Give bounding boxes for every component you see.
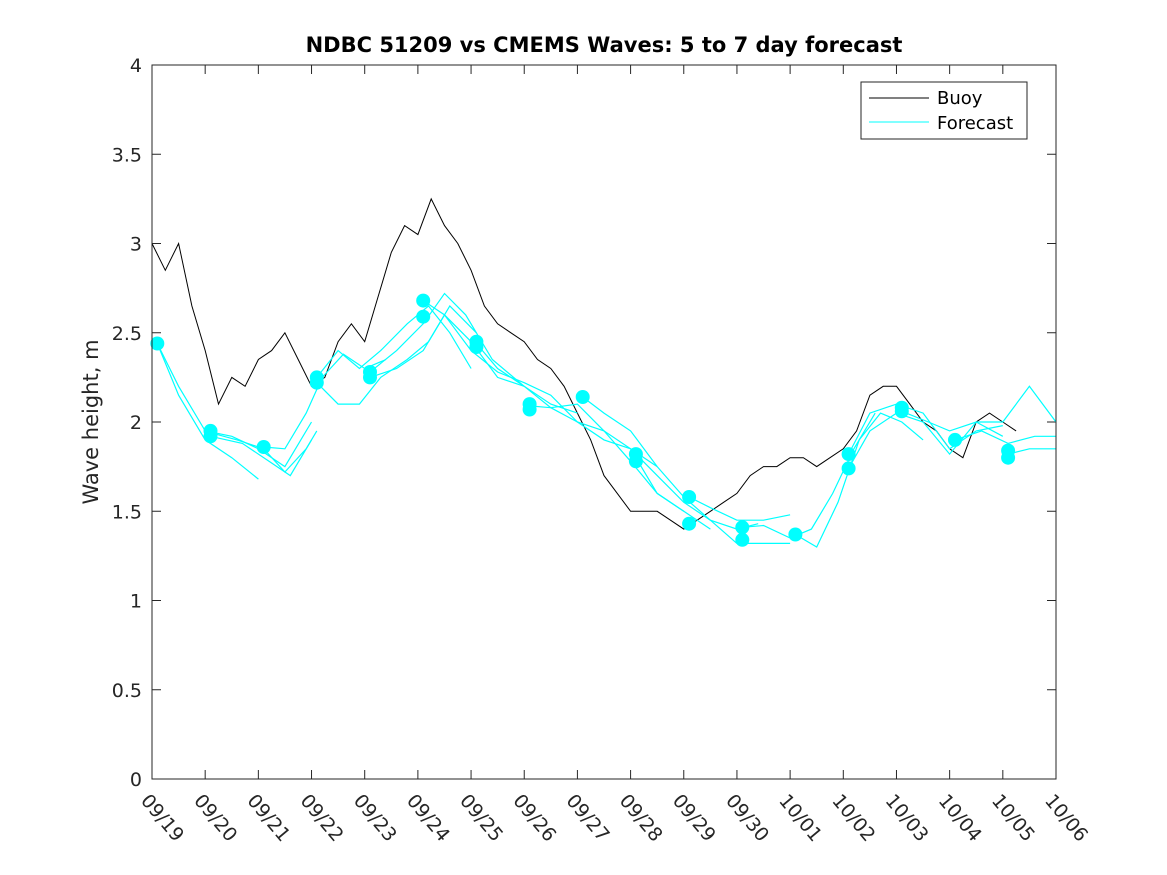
- forecast-marker: [628, 454, 643, 469]
- x-tick-label: 09/22: [296, 790, 348, 846]
- y-tick-label: 4: [130, 55, 142, 77]
- x-tick-label: 10/03: [881, 790, 933, 846]
- forecast-marker: [1001, 450, 1016, 465]
- forecast-line: [901, 385, 1057, 432]
- forecast-line: [954, 430, 1056, 445]
- forecast-marker: [416, 309, 431, 324]
- y-tick-label: 2.5: [112, 323, 142, 345]
- forecast-marker: [575, 390, 590, 404]
- forecast-line: [316, 305, 472, 378]
- forecast-line: [795, 412, 924, 548]
- x-tick-label: 09/19: [136, 790, 188, 846]
- forecast-marker: [150, 336, 165, 351]
- forecast-line: [369, 292, 525, 387]
- legend-buoy-label: Buoy: [937, 88, 983, 109]
- forecast-marker: [735, 520, 750, 535]
- forecast-line: [529, 403, 711, 530]
- forecast-series: [156, 292, 1057, 548]
- x-tick-label: 09/24: [402, 790, 454, 846]
- forecast-marker: [841, 447, 856, 462]
- forecast-marker: [203, 429, 218, 444]
- x-tick-label: 09/25: [455, 790, 507, 846]
- x-tick-label: 09/26: [508, 790, 560, 846]
- x-tick-label: 10/02: [827, 790, 879, 846]
- x-tick-label: 09/28: [615, 790, 667, 846]
- forecast-marker: [363, 370, 377, 385]
- forecast-line: [635, 453, 791, 545]
- y-tick-label: 0: [130, 769, 142, 791]
- x-tick-label: 09/23: [349, 790, 401, 846]
- x-tick-label: 09/27: [562, 790, 614, 846]
- forecast-line: [316, 305, 477, 405]
- y-tick-label: 0.5: [112, 680, 142, 702]
- forecast-marker: [256, 440, 271, 454]
- forecast-marker: [309, 375, 324, 390]
- forecast-line: [210, 435, 313, 477]
- forecast-line: [742, 412, 876, 539]
- y-tick-label: 2: [130, 412, 142, 434]
- x-tick-label: 09/21: [243, 790, 295, 846]
- forecast-marker: [948, 432, 962, 447]
- forecast-line: [1007, 448, 1056, 455]
- forecast-line: [688, 496, 791, 521]
- forecast-line: [582, 396, 759, 530]
- plot-frame: [151, 64, 1057, 780]
- y-tick-label: 3.5: [112, 144, 142, 166]
- x-tick-label: 10/04: [934, 790, 986, 846]
- legend: Buoy Forecast: [860, 81, 1028, 140]
- forecast-marker: [469, 340, 484, 354]
- forecast-marker: [894, 404, 909, 419]
- x-tick-labels: 09/19 09/20 09/21 09/22 09/23 09/24 09/25 09/26…: [136, 790, 1092, 846]
- forecast-marker: [416, 293, 431, 308]
- legend-forecast-label: Forecast: [937, 113, 1013, 134]
- x-tick-label: 10/06: [1040, 790, 1092, 846]
- forecast-marker: [841, 461, 856, 476]
- forecast-markers: [150, 293, 1016, 547]
- forecast-marker: [682, 516, 697, 531]
- tick-marks: [151, 64, 1057, 780]
- y-tick-label: 1.5: [112, 501, 142, 523]
- plot-area: [152, 65, 1056, 779]
- legend-box: [860, 81, 1028, 140]
- chart-title: NDBC 51209 vs CMEMS Waves: 5 to 7 day fo…: [306, 33, 903, 57]
- x-tick-label: 10/01: [774, 790, 826, 846]
- forecast-line: [422, 300, 578, 414]
- forecast-line: [475, 343, 685, 512]
- x-tick-label: 09/29: [668, 790, 720, 846]
- forecast-line: [848, 403, 1003, 455]
- forecast-marker: [522, 402, 537, 417]
- y-axis-label: Wave height, m: [79, 339, 103, 504]
- x-tick-label: 09/20: [189, 790, 241, 846]
- y-tick-label: 3: [130, 234, 142, 256]
- forecast-marker: [735, 532, 750, 547]
- y-tick-label: 1: [130, 591, 142, 613]
- forecast-line: [156, 343, 313, 468]
- x-tick-label: 10/05: [987, 790, 1039, 846]
- x-tick-label: 09/30: [721, 790, 773, 846]
- forecast-marker: [682, 490, 697, 504]
- forecast-marker: [788, 527, 803, 542]
- y-tick-labels: 0 0.5 1 1.5 2 2.5 3 3.5 4: [112, 55, 142, 791]
